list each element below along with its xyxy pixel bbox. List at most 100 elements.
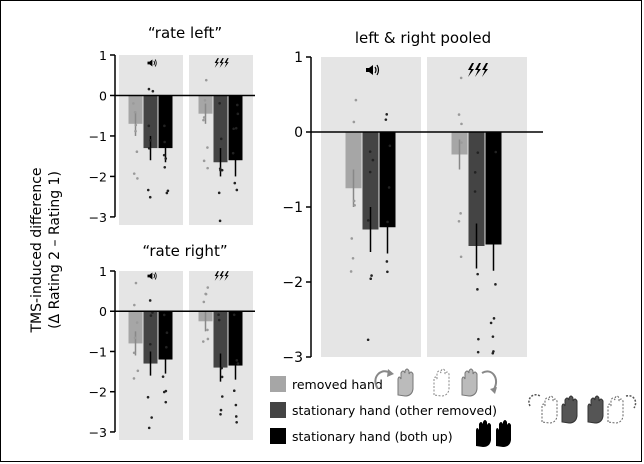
data-point [460, 122, 463, 126]
bar [345, 132, 362, 189]
data-point [202, 159, 206, 163]
y-tick-label: −2 [89, 385, 107, 400]
data-point [352, 120, 356, 124]
data-point [232, 313, 236, 317]
data-point [132, 377, 136, 380]
data-point [219, 412, 222, 416]
speaker-icon [366, 64, 380, 76]
bar [143, 95, 158, 149]
data-point [476, 288, 479, 291]
data-point [492, 350, 495, 353]
bar [128, 95, 143, 124]
speaker-icon [147, 272, 157, 280]
data-point [147, 87, 151, 91]
data-point [136, 177, 139, 180]
data-point [164, 389, 168, 393]
y-tick-label: −3 [89, 425, 107, 440]
data-point [386, 270, 389, 274]
data-point [220, 366, 223, 370]
bar [158, 311, 173, 360]
y-tick-label: −1 [89, 344, 107, 359]
data-point [234, 126, 238, 130]
y-tick-label: 0 [294, 125, 303, 141]
data-point [202, 300, 206, 304]
y-tick-label: 0 [99, 304, 107, 319]
data-point [354, 98, 358, 102]
data-point [236, 103, 239, 107]
data-point [135, 150, 139, 154]
data-point [235, 359, 239, 362]
data-point [366, 219, 370, 222]
data-point [206, 328, 209, 332]
data-point [166, 189, 170, 193]
data-point [162, 153, 166, 157]
y-tick-label: −3 [89, 210, 107, 225]
data-point [132, 351, 136, 355]
y-tick-label: −1 [282, 200, 303, 216]
data-point [494, 283, 497, 286]
data-point [136, 369, 140, 373]
chart-title: “rate right” [142, 242, 227, 260]
data-point [369, 277, 373, 281]
data-point [206, 146, 209, 149]
data-point [217, 318, 221, 322]
data-point [163, 140, 166, 144]
data-point [165, 331, 169, 335]
two-hands-icon [476, 420, 511, 447]
data-point [147, 146, 151, 150]
data-point [162, 313, 166, 317]
data-point [202, 116, 206, 119]
y-tick-label: −3 [282, 350, 303, 366]
data-point [232, 127, 235, 131]
data-point [349, 270, 353, 273]
data-point [476, 350, 480, 354]
data-point [236, 112, 240, 116]
data-point [368, 170, 372, 174]
data-point [133, 110, 137, 114]
data-point [203, 99, 207, 102]
data-point [202, 118, 205, 122]
data-point [201, 340, 205, 343]
chart-panel-3: left & right pooled 1 0 −1 −2 −3 [282, 29, 543, 366]
data-point [473, 171, 477, 174]
bar [485, 132, 502, 245]
data-point [494, 150, 498, 154]
data-point [151, 89, 155, 93]
chart-title: left & right pooled [355, 29, 491, 47]
data-point [132, 102, 135, 105]
data-point [148, 299, 152, 302]
data-point [385, 260, 389, 263]
data-point [459, 212, 462, 215]
data-point [491, 335, 495, 338]
speaker-icon [147, 59, 157, 67]
data-point [236, 362, 240, 365]
data-point [163, 166, 167, 169]
data-point [133, 303, 136, 307]
bar [213, 311, 228, 368]
data-point [204, 292, 207, 296]
data-point [164, 157, 168, 160]
data-point [147, 426, 151, 430]
y-axis-label-line2: (Δ Rating 2 – Rating 1) [47, 171, 63, 329]
data-point [234, 415, 238, 418]
data-point [370, 274, 373, 277]
data-point [219, 408, 223, 412]
data-point [217, 313, 220, 317]
data-point [351, 256, 355, 260]
hand-lift-icon [374, 368, 498, 397]
data-point [163, 124, 166, 128]
data-point [219, 137, 223, 141]
data-point [232, 389, 236, 393]
data-point [366, 338, 370, 342]
data-point [384, 118, 388, 121]
data-point [352, 199, 356, 203]
y-tick-label: 1 [99, 48, 107, 63]
chart-panels: “rate left”10−1−2−3“rate right”10−1−2−3l… [89, 24, 543, 440]
legend-swatch-stationary-both [270, 428, 286, 444]
bar [158, 95, 173, 149]
legend-label-removed: removed hand [292, 377, 383, 392]
data-point [353, 203, 356, 207]
y-tick-label: 0 [99, 88, 107, 103]
